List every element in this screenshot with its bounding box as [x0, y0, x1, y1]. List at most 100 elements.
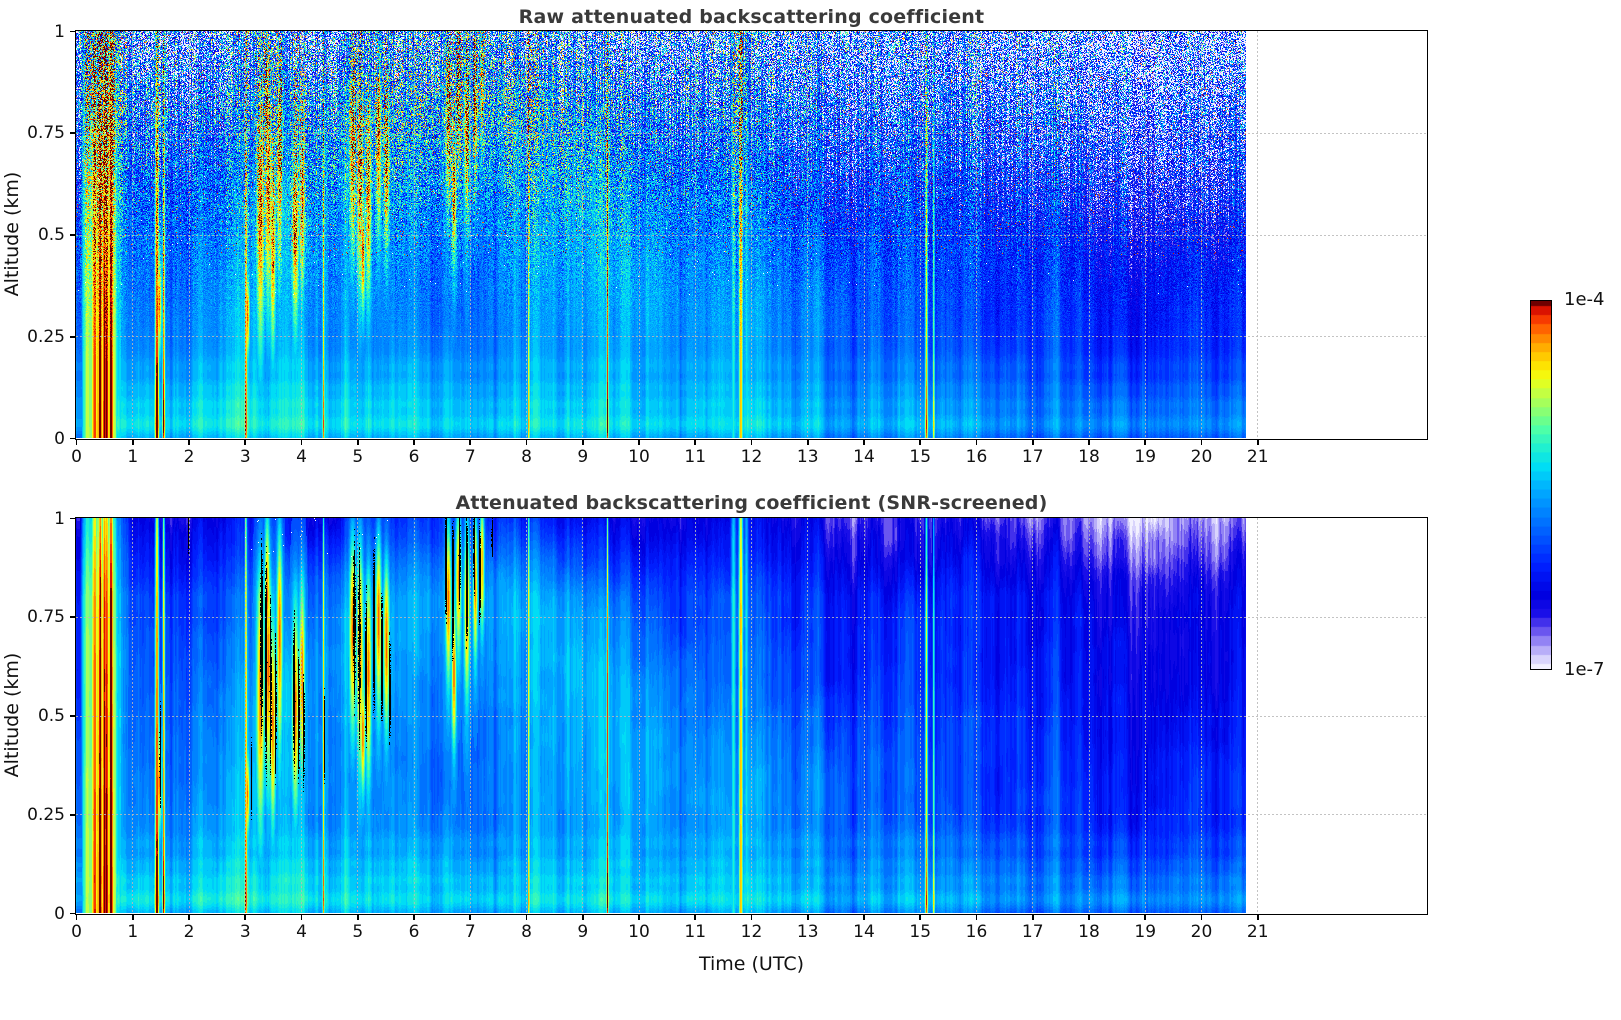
x-tick-mark	[581, 914, 584, 920]
x-tick-label: 19	[1134, 922, 1157, 942]
x-tick-label: 3	[239, 922, 251, 942]
panel-snr-x-axis-label: Time (UTC)	[698, 953, 805, 975]
x-tick-mark	[188, 914, 190, 920]
colorbar-max-label: 1e-4	[1564, 289, 1605, 310]
x-tick-mark	[1031, 439, 1034, 445]
y-tick-label: 0.25	[27, 804, 65, 825]
x-tick-label: 1	[127, 922, 139, 942]
x-tick-mark	[750, 439, 753, 445]
x-tick-mark	[806, 914, 809, 920]
x-tick-label: 8	[521, 922, 532, 942]
x-tick-mark	[1031, 914, 1034, 920]
x-tick-label: 8	[521, 447, 532, 467]
x-tick-label: 1	[127, 447, 139, 467]
x-tick-label: 13	[796, 447, 819, 467]
x-tick-mark	[919, 439, 922, 445]
x-tick-label: 16	[965, 447, 988, 467]
panel-raw-title: Raw attenuated backscattering coefficien…	[518, 6, 985, 28]
x-tick-mark	[244, 914, 247, 920]
x-tick-label: 14	[853, 922, 875, 942]
x-tick-mark	[356, 439, 359, 445]
y-tick-label: 0.5	[37, 225, 65, 245]
x-tick-mark	[1256, 439, 1259, 445]
x-tick-label: 20	[1190, 447, 1213, 467]
x-tick-label: 14	[853, 447, 875, 467]
x-tick-label: 16	[965, 922, 988, 942]
y-tick-mark	[70, 616, 76, 619]
x-tick-label: 4	[296, 447, 307, 467]
y-tick-label: 0	[54, 428, 65, 449]
x-tick-mark	[525, 439, 528, 445]
x-tick-mark	[919, 914, 922, 920]
x-tick-mark	[1144, 914, 1147, 920]
x-tick-label: 20	[1190, 922, 1213, 942]
y-tick-label: 0.5	[37, 706, 65, 726]
y-tick-mark	[70, 813, 76, 816]
x-tick-label: 5	[352, 447, 364, 467]
x-tick-label: 9	[577, 922, 589, 942]
x-tick-mark	[1088, 439, 1090, 445]
x-tick-label: 17	[1021, 922, 1044, 942]
y-tick-mark	[70, 517, 76, 520]
x-tick-label: 17	[1021, 447, 1044, 467]
y-tick-mark	[70, 715, 76, 717]
x-tick-mark	[131, 439, 134, 445]
panel-raw-plot-area	[75, 30, 1428, 440]
x-tick-mark	[863, 439, 865, 445]
x-tick-mark	[75, 914, 78, 920]
x-tick-label: 10	[628, 922, 650, 942]
x-tick-label: 0	[71, 447, 82, 467]
x-tick-mark	[750, 914, 753, 920]
y-tick-label: 0	[54, 903, 65, 924]
x-tick-mark	[638, 439, 640, 445]
y-tick-mark	[70, 437, 76, 440]
x-tick-mark	[356, 914, 359, 920]
x-tick-mark	[806, 439, 809, 445]
x-tick-mark	[863, 914, 865, 920]
x-tick-mark	[1200, 914, 1203, 920]
x-tick-label: 18	[1078, 447, 1100, 467]
y-tick-mark	[70, 234, 76, 236]
x-tick-mark	[638, 914, 640, 920]
x-tick-label: 7	[464, 447, 476, 467]
x-tick-mark	[694, 439, 697, 445]
y-tick-label: 0.75	[27, 607, 65, 628]
panel-snr-plot-area	[75, 517, 1428, 915]
x-tick-label: 4	[296, 922, 307, 942]
x-tick-mark	[413, 439, 415, 445]
x-tick-mark	[131, 914, 134, 920]
y-tick-label: 0.25	[27, 326, 65, 347]
colorbar-gradient	[1530, 300, 1552, 670]
x-tick-mark	[1088, 914, 1090, 920]
x-tick-mark	[525, 914, 528, 920]
x-tick-label: 15	[909, 922, 932, 942]
x-tick-mark	[188, 439, 190, 445]
x-tick-mark	[75, 439, 78, 445]
x-tick-label: 5	[352, 922, 364, 942]
x-tick-mark	[1144, 439, 1147, 445]
x-tick-label: 2	[183, 922, 195, 942]
x-tick-mark	[581, 439, 584, 445]
colorbar-canvas	[1531, 301, 1551, 669]
panel-snr-title: Attenuated backscattering coefficient (S…	[455, 492, 1048, 514]
colorbar-min-label: 1e-7	[1564, 659, 1605, 680]
x-tick-label: 11	[684, 922, 707, 942]
y-tick-mark	[70, 30, 76, 33]
y-tick-mark	[70, 335, 76, 338]
x-tick-label: 11	[684, 447, 707, 467]
y-tick-label: 1	[54, 508, 65, 529]
y-tick-mark	[70, 912, 76, 915]
x-tick-label: 12	[740, 447, 763, 467]
x-tick-mark	[975, 439, 978, 445]
x-tick-mark	[469, 914, 472, 920]
y-tick-label: 0.75	[27, 123, 65, 144]
x-tick-mark	[244, 439, 247, 445]
y-tick-label: 1	[54, 21, 65, 42]
x-tick-label: 13	[796, 922, 819, 942]
x-tick-mark	[1200, 439, 1203, 445]
x-tick-label: 0	[71, 922, 82, 942]
